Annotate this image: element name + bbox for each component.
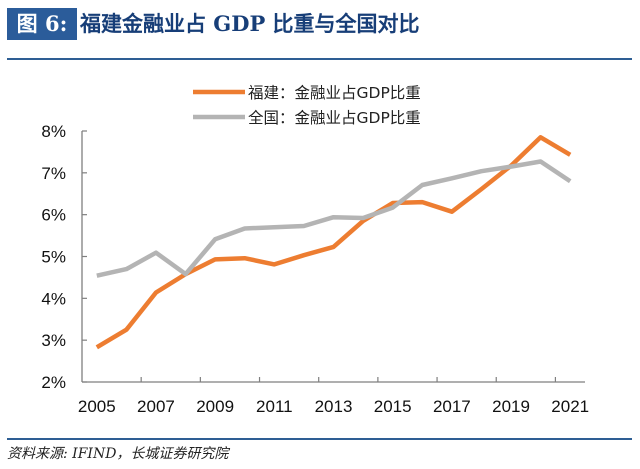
legend-label: 全国：金融业占GDP比重 bbox=[248, 109, 421, 127]
bottom-rule bbox=[7, 438, 632, 440]
y-tick-label: 2% bbox=[41, 373, 66, 392]
x-tick-label: 2015 bbox=[374, 397, 412, 416]
series-line-national bbox=[96, 159, 572, 278]
x-tick-label: 2005 bbox=[78, 397, 116, 416]
x-tick-label: 2007 bbox=[137, 397, 175, 416]
y-tick-label: 7% bbox=[41, 164, 66, 183]
top-rule bbox=[7, 58, 632, 60]
x-tick-label: 2019 bbox=[492, 397, 530, 416]
x-tick-label: 2017 bbox=[433, 397, 471, 416]
x-tick-label: 2013 bbox=[315, 397, 353, 416]
x-tick-label: 2011 bbox=[256, 397, 293, 416]
source-note: 资料来源: IFIND，长城证券研究院 bbox=[7, 446, 229, 462]
legend-label: 福建：金融业占GDP比重 bbox=[248, 84, 421, 102]
x-tick-label: 2009 bbox=[196, 397, 234, 416]
figure-label: 图 6: bbox=[7, 8, 77, 40]
figure-title: 福建金融业占 GDP 比重与全国对比 bbox=[80, 11, 420, 36]
y-tick-label: 3% bbox=[41, 331, 66, 350]
y-tick-label: 6% bbox=[41, 206, 66, 225]
x-tick-label: 2021 bbox=[551, 397, 589, 416]
series-line-fujian bbox=[95, 135, 572, 350]
y-tick-label: 4% bbox=[41, 289, 66, 308]
y-tick-label: 5% bbox=[41, 248, 66, 267]
series-layer bbox=[95, 135, 572, 350]
axes: 2% 3% 4% 5% 6% 7% 8% 2005 2007 2009 2011 2013 2015 20… bbox=[41, 122, 589, 416]
y-tick-label: 8% bbox=[41, 122, 66, 141]
